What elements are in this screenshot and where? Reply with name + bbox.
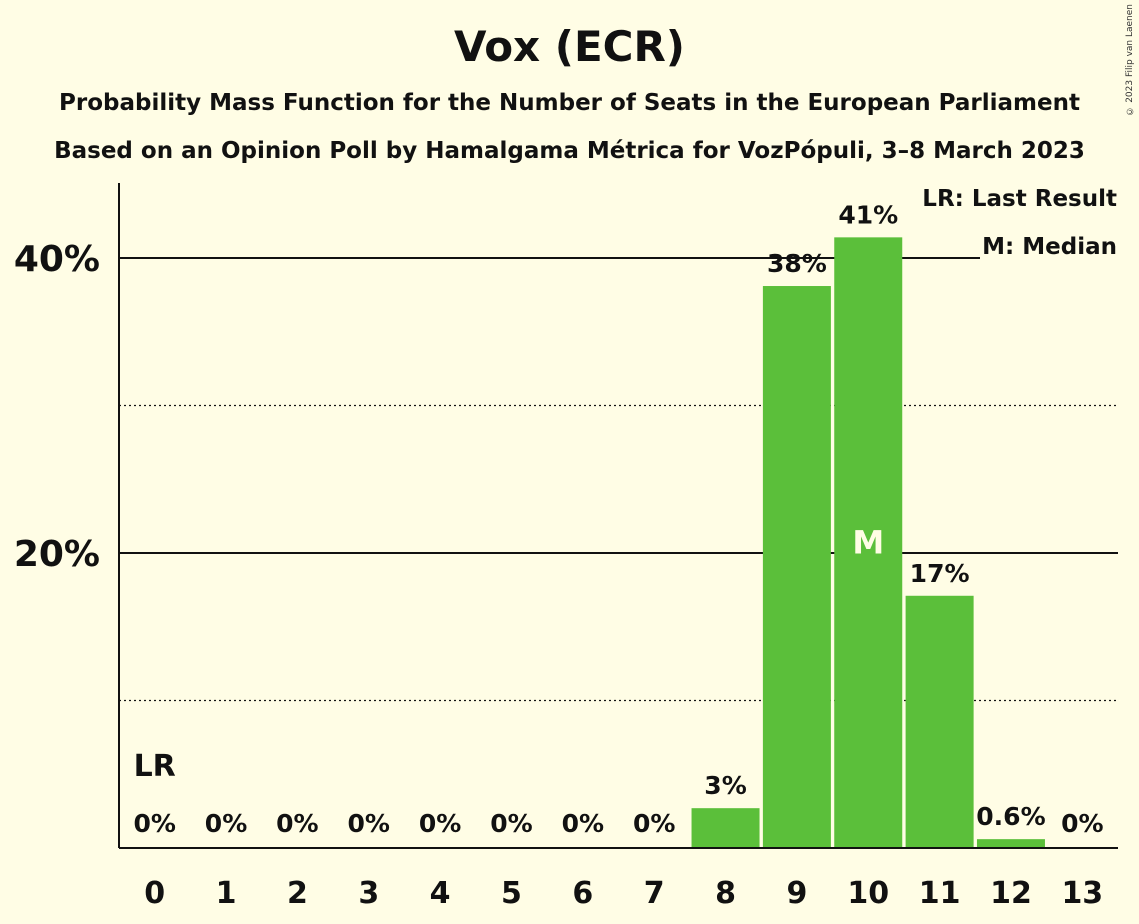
bar-value-label: 0% [419,809,461,838]
bar-value-label: 0% [348,809,390,838]
bar-value-label: 0% [276,809,318,838]
x-tick-label: 4 [430,876,451,911]
chart-title: Vox (ECR) [453,22,686,71]
bar-value-label: 0% [133,809,175,838]
x-tick-label: 5 [501,876,522,911]
bar-value-label: 3% [704,771,746,800]
x-tick-label: 13 [1061,876,1103,911]
legend-last-result: LR: Last Result [920,186,1119,212]
bar-value-label: 0.6% [976,802,1045,831]
median-marker: M [852,524,884,562]
bar-value-label: 0% [633,809,675,838]
x-tick-label: 6 [572,876,593,911]
bar [976,839,1045,848]
bar-value-label: 0% [205,809,247,838]
x-tick-label: 0 [144,876,165,911]
chart-subtitle: Probability Mass Function for the Number… [59,90,1080,116]
chart-source: Based on an Opinion Poll by Hamalgama Mé… [54,138,1085,164]
bar [762,286,831,848]
bar [905,595,974,848]
x-tick-label: 10 [847,876,889,911]
y-tick-label: 20% [14,534,100,575]
bar-value-label: 0% [562,809,604,838]
bar [834,237,903,849]
y-tick-label: 40% [14,239,100,280]
x-tick-label: 3 [358,876,379,911]
bar-value-label: 0% [490,809,532,838]
legend-median: M: Median [980,234,1119,260]
bar-value-label: 17% [910,559,970,588]
x-tick-label: 12 [990,876,1032,911]
bar-value-label: 0% [1061,809,1103,838]
bar-value-label: 38% [767,249,827,278]
x-tick-label: 1 [216,876,237,911]
x-tick-label: 7 [644,876,665,911]
x-tick-label: 11 [919,876,961,911]
x-tick-label: 9 [786,876,807,911]
last-result-marker: LR [134,749,176,784]
bar [691,808,760,848]
x-tick-label: 8 [715,876,736,911]
bar-value-label: 41% [838,200,898,229]
x-tick-label: 2 [287,876,308,911]
